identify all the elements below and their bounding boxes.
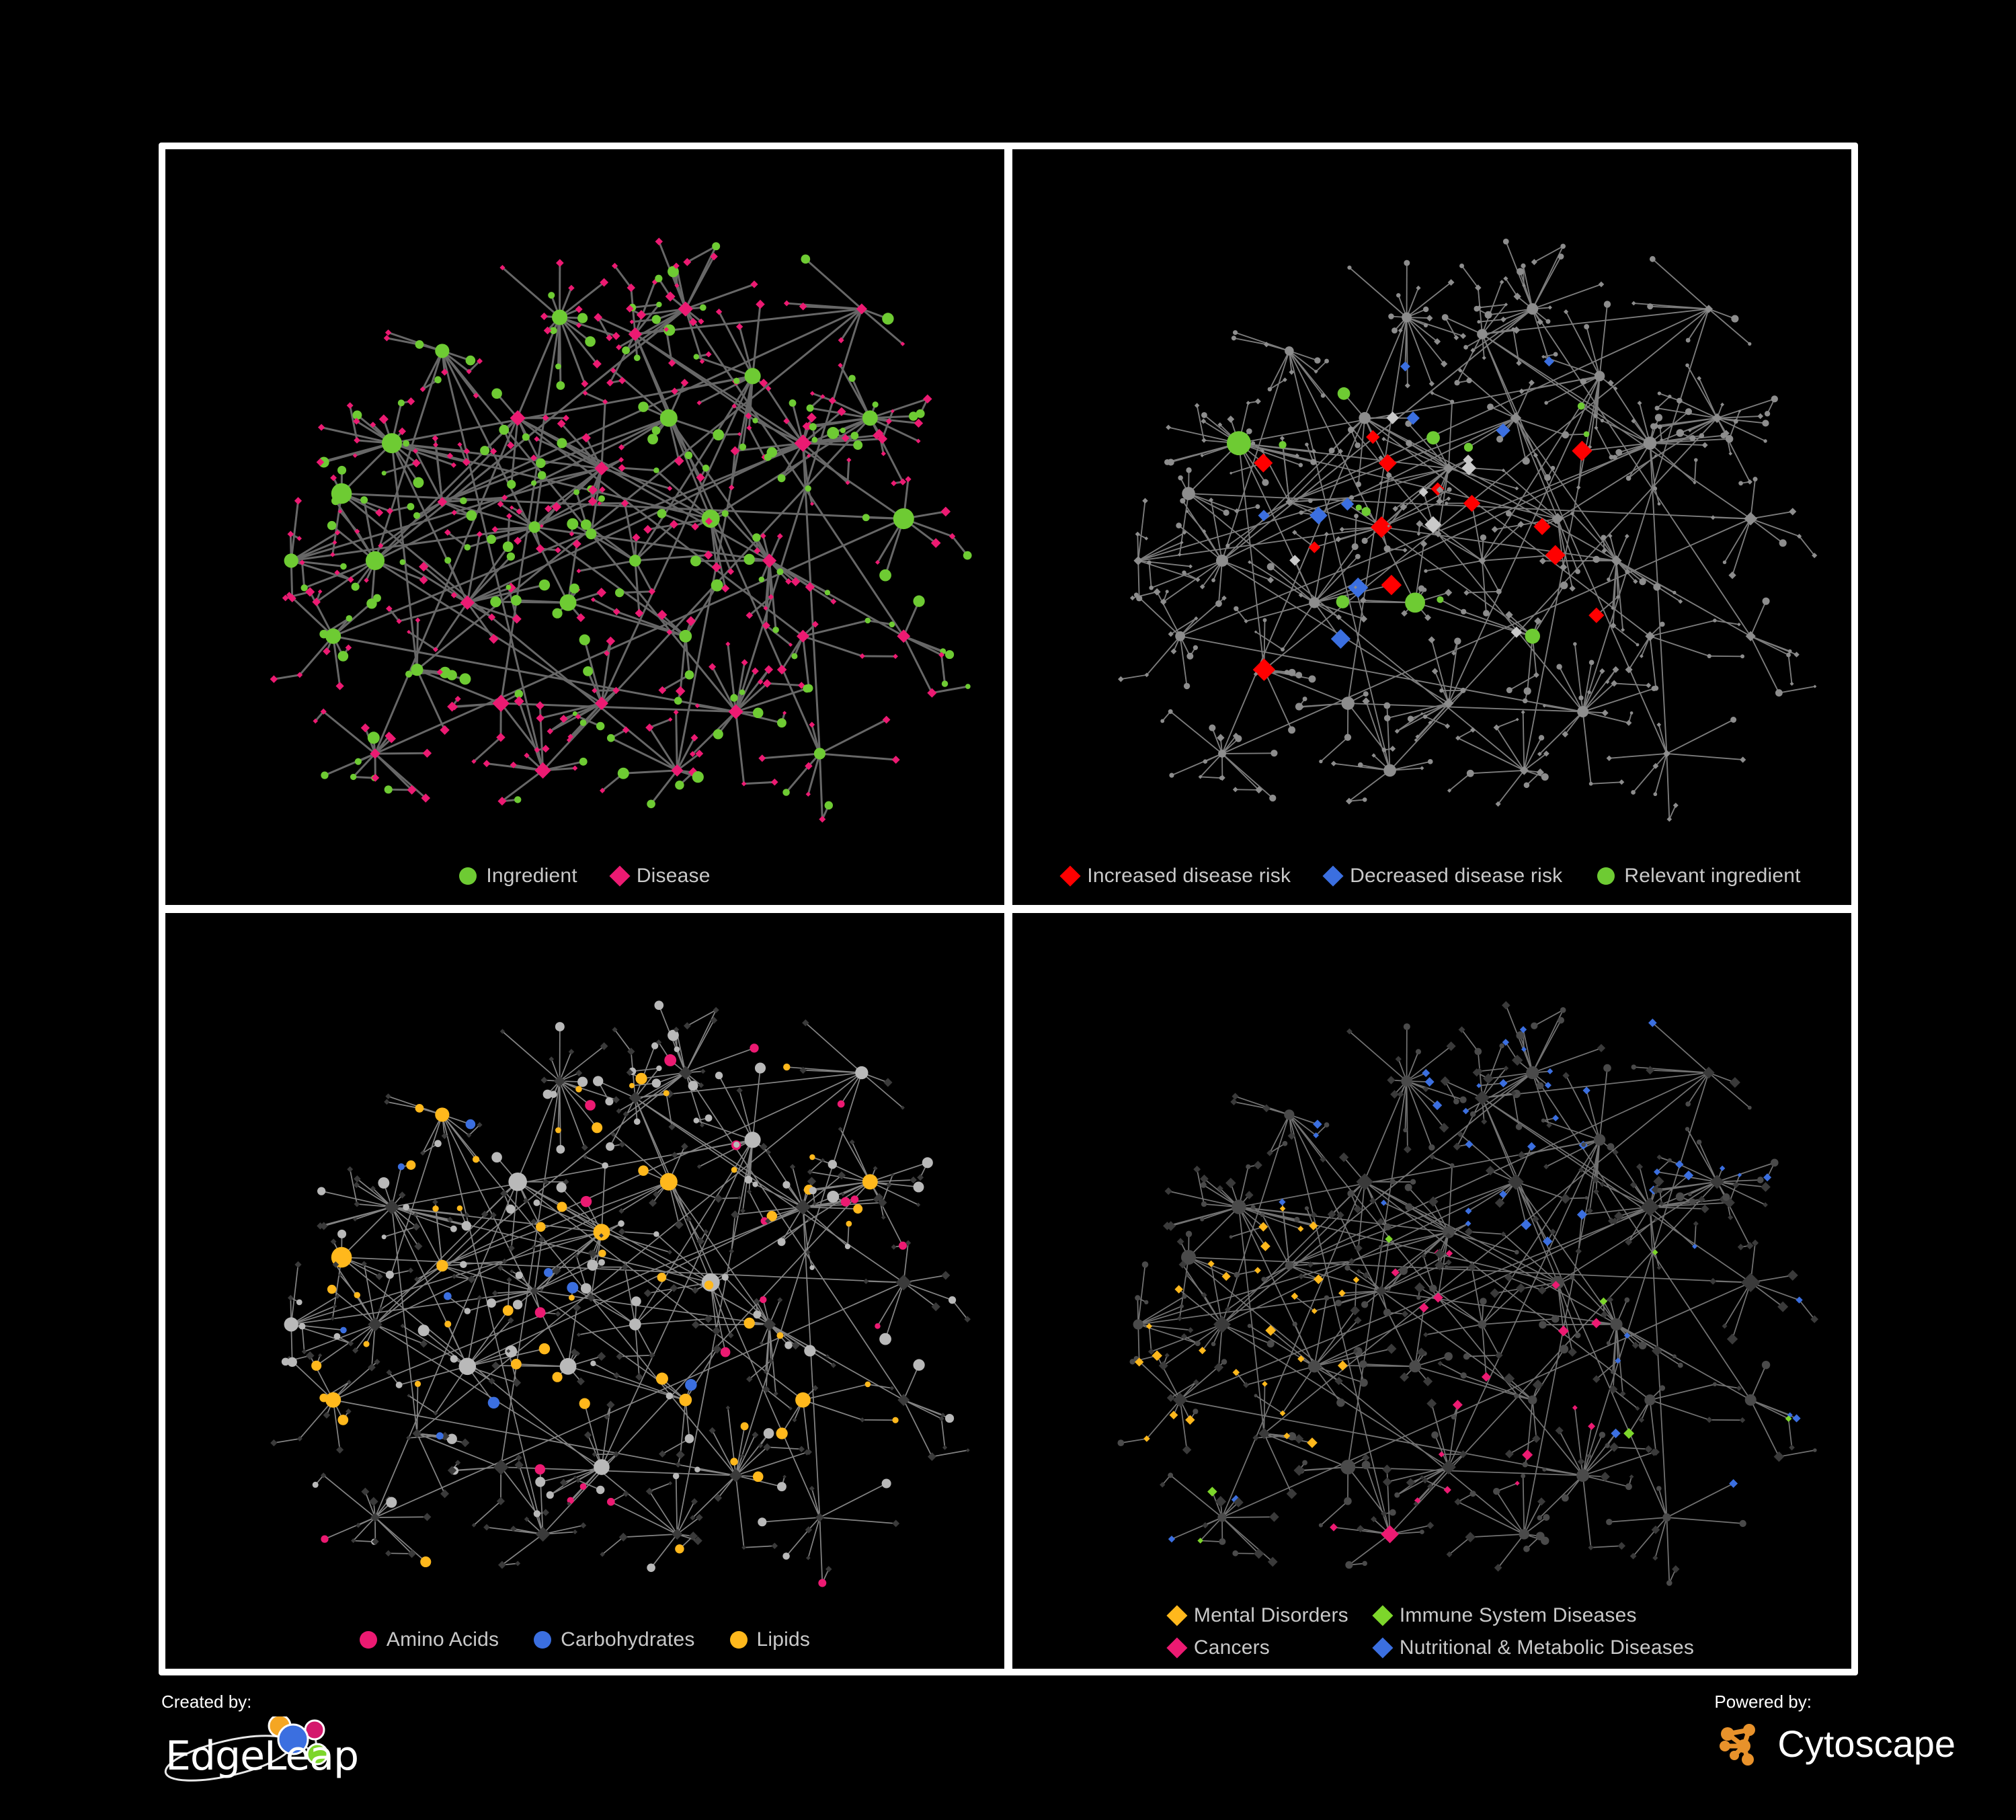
legend-label: Relevant ingredient xyxy=(1624,865,1801,887)
legend-item-relevant-ingredient[interactable]: Relevant ingredient xyxy=(1597,865,1801,887)
disease-marker-icon xyxy=(609,865,631,887)
legend-item-increased-risk[interactable]: Increased disease risk xyxy=(1059,865,1291,887)
edgeleap-logo: EdgeLeap xyxy=(161,1714,359,1790)
immune-system-marker-icon xyxy=(1372,1605,1394,1626)
carbohydrates-marker-icon xyxy=(534,1631,552,1649)
cytoscape-logo-icon xyxy=(1720,1724,1756,1766)
cytoscape-wordmark: Cytoscape xyxy=(1777,1722,1955,1765)
footer-branding: Created by: EdgeLeap Powered by: xyxy=(0,1675,2016,1820)
legend-label: Nutritional & Metabolic Diseases xyxy=(1399,1636,1695,1659)
legend-label: Ingredient xyxy=(486,865,577,887)
legend-panel-1: Ingredient Disease xyxy=(165,865,1004,887)
legend-label: Lipids xyxy=(756,1628,811,1651)
legend-panel-2: Increased disease risk Decreased disease… xyxy=(1012,865,1851,887)
edgeleap-logo-icon xyxy=(164,1714,329,1782)
legend-label: Immune System Diseases xyxy=(1399,1604,1637,1626)
panel-ingredient-class[interactable]: Amino Acids Carbohydrates Lipids xyxy=(165,913,1004,1669)
legend-item-decreased-risk[interactable]: Decreased disease risk xyxy=(1322,865,1563,887)
increased-risk-marker-icon xyxy=(1059,865,1081,887)
relevant-ingredient-marker-icon xyxy=(1597,867,1615,885)
legend-item-amino-acids[interactable]: Amino Acids xyxy=(359,1628,499,1651)
edgeleap-brand[interactable]: Created by: EdgeLeap xyxy=(161,1692,359,1790)
legend-item-ingredient[interactable]: Ingredient xyxy=(459,865,577,887)
cancers-marker-icon xyxy=(1166,1637,1188,1659)
created-by-label: Created by: xyxy=(161,1692,252,1712)
legend-item-cancers[interactable]: Cancers xyxy=(1166,1636,1348,1659)
ingredient-marker-icon xyxy=(459,867,477,885)
decreased-risk-marker-icon xyxy=(1322,865,1344,887)
legend-item-mental-disorders[interactable]: Mental Disorders xyxy=(1166,1604,1348,1627)
cytoscape-brand[interactable]: Powered by: xyxy=(1714,1692,1955,1770)
legend-panel-4: Mental Disorders Immune System Diseases … xyxy=(1166,1604,1695,1659)
legend-label: Cancers xyxy=(1193,1636,1270,1659)
lipids-marker-icon xyxy=(729,1631,748,1649)
network-graph-ingredient-disease xyxy=(270,237,972,823)
legend-item-lipids[interactable]: Lipids xyxy=(729,1628,811,1651)
network-graph-ingredient-class xyxy=(270,1000,971,1587)
panel-grid: Ingredient Disease Increased disease ris… xyxy=(159,143,1858,1675)
legend-item-disease[interactable]: Disease xyxy=(609,865,711,887)
legend-label: Carbohydrates xyxy=(561,1628,695,1651)
nutritional-metabolic-marker-icon xyxy=(1372,1637,1394,1659)
legend-label: Increased disease risk xyxy=(1087,865,1291,887)
panel-ingredient-disease[interactable]: Ingredient Disease xyxy=(165,149,1004,905)
legend-label: Disease xyxy=(636,865,711,887)
panel-disease-category[interactable]: Mental Disorders Immune System Diseases … xyxy=(1012,913,1851,1669)
panel-disease-risk[interactable]: Increased disease risk Decreased disease… xyxy=(1012,149,1851,905)
legend-label: Mental Disorders xyxy=(1193,1604,1348,1626)
legend-panel-3: Amino Acids Carbohydrates Lipids xyxy=(165,1628,1004,1651)
legend-label: Amino Acids xyxy=(386,1628,499,1651)
amino-acids-marker-icon xyxy=(359,1631,377,1649)
network-graph-disease-category xyxy=(1117,1000,1819,1586)
network-graph-disease-risk xyxy=(1117,238,1818,822)
mental-disorders-marker-icon xyxy=(1166,1605,1188,1626)
legend-item-carbohydrates[interactable]: Carbohydrates xyxy=(534,1628,694,1651)
legend-item-nutritional-metabolic[interactable]: Nutritional & Metabolic Diseases xyxy=(1372,1636,1695,1659)
legend-label: Decreased disease risk xyxy=(1350,865,1563,887)
edgeleap-wordmark: EdgeLeap xyxy=(165,1733,359,1780)
powered-by-label: Powered by: xyxy=(1714,1692,1812,1712)
legend-item-immune-system-diseases[interactable]: Immune System Diseases xyxy=(1372,1604,1694,1627)
